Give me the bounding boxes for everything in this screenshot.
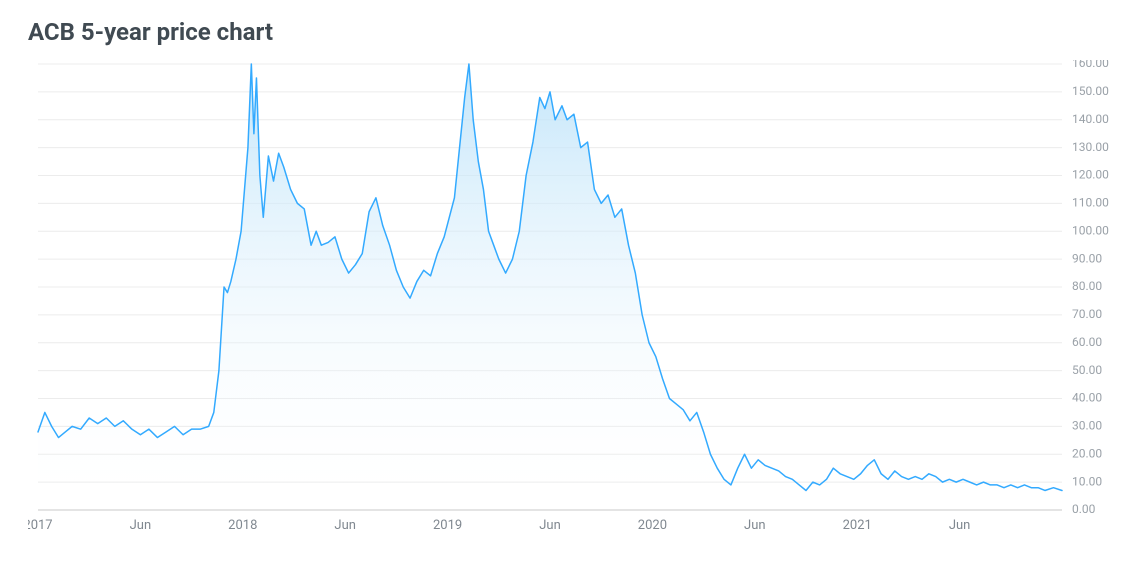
- x-tick-label: 2017: [28, 518, 53, 533]
- y-tick-label: 140.00: [1072, 112, 1109, 126]
- y-tick-label: 100.00: [1072, 223, 1109, 237]
- y-tick-label: 50.00: [1072, 363, 1102, 377]
- y-tick-label: 70.00: [1072, 307, 1102, 321]
- price-chart-svg: 0.00 10.00 20.00 30.00 40.00 50.00 60.00 70.00 8…: [28, 60, 1116, 540]
- y-tick-label: 120.00: [1072, 168, 1109, 182]
- chart-plot-area: 0.00 10.00 20.00 30.00 40.00 50.00 60.00 70.00 8…: [28, 60, 1116, 540]
- chart-title: ACB 5-year price chart: [28, 18, 1116, 46]
- y-tick-label: 60.00: [1072, 335, 1102, 349]
- x-tick-label: Jun: [744, 518, 766, 533]
- y-tick-label: 20.00: [1072, 446, 1102, 460]
- y-tick-label: 150.00: [1072, 84, 1109, 98]
- x-tick-label: 2021: [843, 518, 872, 533]
- x-tick-label: Jun: [539, 518, 561, 533]
- x-tick-label: Jun: [949, 518, 971, 533]
- y-tick-label: 40.00: [1072, 391, 1102, 405]
- y-tick-label: 30.00: [1072, 419, 1102, 433]
- y-tick-label: 0.00: [1072, 502, 1096, 516]
- x-tick-label: 2019: [433, 518, 462, 533]
- chart-container: ACB 5-year price chart 0.00 10.00 20.00 30.…: [0, 0, 1140, 565]
- y-tick-label: 80.00: [1072, 279, 1102, 293]
- x-tick-label: Jun: [334, 518, 356, 533]
- x-tick-label: 2018: [228, 518, 257, 533]
- y-tick-label: 130.00: [1072, 140, 1109, 154]
- y-tick-label: 160.00: [1072, 60, 1109, 70]
- y-tick-label: 10.00: [1072, 474, 1102, 488]
- x-tick-label: 2020: [638, 518, 667, 533]
- y-tick-label: 110.00: [1072, 196, 1109, 210]
- x-tick-label: Jun: [130, 518, 152, 533]
- y-tick-label: 90.00: [1072, 251, 1102, 265]
